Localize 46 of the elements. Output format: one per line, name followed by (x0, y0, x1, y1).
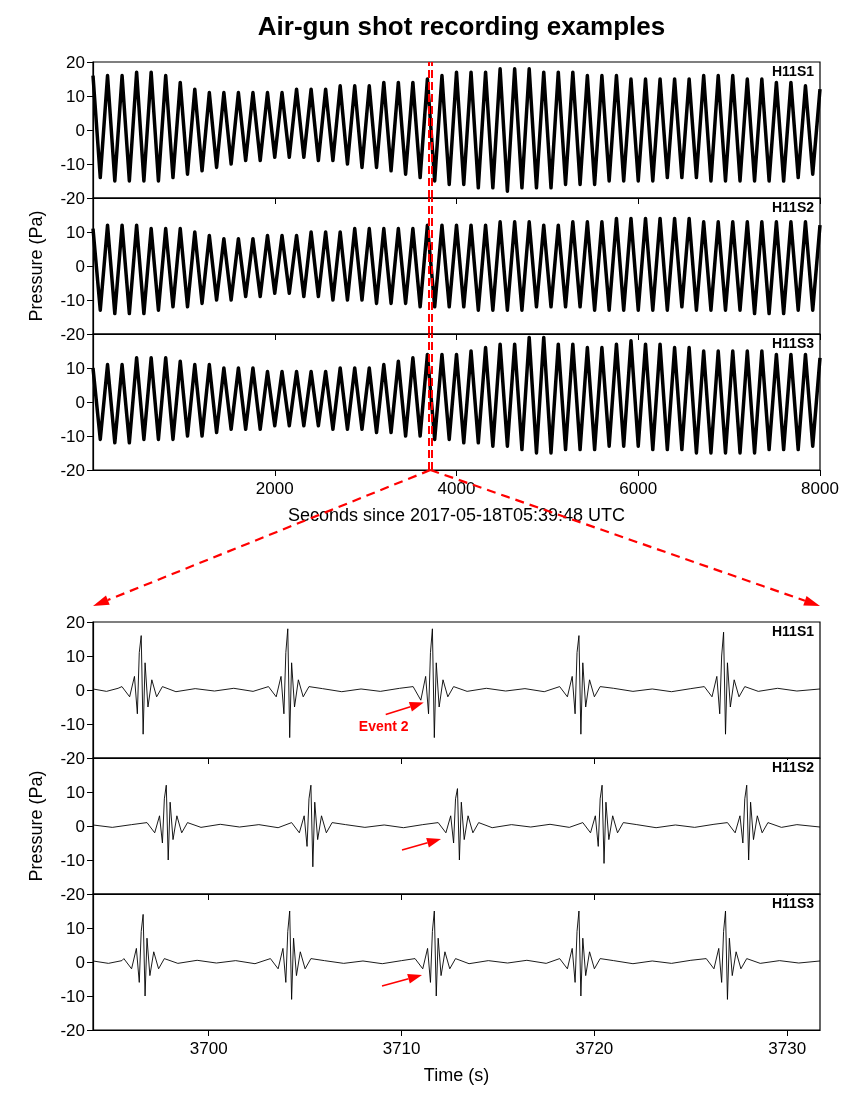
chart-title: Air-gun shot recording examples (257, 11, 666, 41)
y-tick-label: -20 (60, 884, 85, 904)
x-tick-label: 3700 (189, 1039, 228, 1058)
x-tick-label: 3710 (382, 1039, 421, 1058)
y-tick-label: 20 (66, 612, 85, 632)
series-label: H11S2 (771, 199, 815, 215)
y-tick-label: 0 (75, 952, 85, 972)
y-tick-label: 10 (66, 918, 85, 938)
y-tick-label: 20 (66, 52, 85, 72)
y-tick-label: 0 (75, 256, 85, 276)
y-axis-title: Pressure (Pa) (26, 210, 46, 322)
series-label: H11S1 (771, 63, 815, 79)
y-tick-label: -10 (60, 426, 85, 446)
y-tick-label: -20 (60, 188, 85, 208)
x-tick-label: 4000 (437, 479, 476, 498)
y-tick-label: -20 (60, 460, 85, 480)
series-label: H11S3 (771, 335, 815, 351)
y-tick-label: 0 (75, 120, 85, 140)
x-tick-label: 3730 (768, 1039, 807, 1058)
series-label: H11S2 (771, 759, 815, 775)
text: H11S1 (771, 623, 815, 639)
y-tick-label: 10 (66, 86, 85, 106)
x-tick-label: 8000 (801, 479, 839, 498)
y-axis-title: Pressure (Pa) (26, 770, 46, 882)
y-tick-label: 10 (66, 646, 85, 666)
y-tick-label: 10 (66, 358, 85, 378)
annotation: Event 2 (358, 717, 409, 734)
y-tick-label: 0 (75, 680, 85, 700)
y-tick-label: -10 (60, 290, 85, 310)
y-tick-label: 0 (75, 816, 85, 836)
y-tick-label: -10 (60, 714, 85, 734)
x-axis-title: Seconds since 2017-05-18T05:39:48 UTC (287, 505, 626, 525)
x-axis-title: Time (s) (423, 1065, 490, 1085)
y-tick-label: 0 (75, 392, 85, 412)
y-tick-label: 10 (66, 782, 85, 802)
x-tick-label: 6000 (619, 479, 658, 498)
x-tick-label: 3720 (575, 1039, 614, 1058)
y-tick-label: -20 (60, 748, 85, 768)
y-tick-label: -10 (60, 154, 85, 174)
y-tick-label: 10 (66, 222, 85, 242)
y-tick-label: -10 (60, 986, 85, 1006)
text: H11S3 (771, 895, 815, 911)
y-tick-label: -20 (60, 1020, 85, 1040)
x-tick-label: 2000 (255, 479, 294, 498)
y-tick-label: -10 (60, 850, 85, 870)
y-tick-label: -20 (60, 324, 85, 344)
